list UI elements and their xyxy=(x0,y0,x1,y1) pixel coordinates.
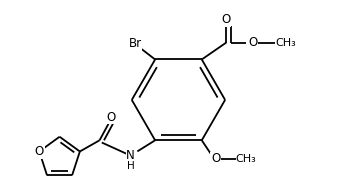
Text: O: O xyxy=(222,13,231,26)
Text: Br: Br xyxy=(128,37,142,50)
Text: CH₃: CH₃ xyxy=(276,38,296,48)
Text: O: O xyxy=(248,36,258,49)
Text: CH₃: CH₃ xyxy=(235,154,256,164)
Text: O: O xyxy=(35,145,44,158)
Text: H: H xyxy=(127,161,135,171)
Text: N: N xyxy=(126,149,135,162)
Text: O: O xyxy=(106,111,115,124)
Text: O: O xyxy=(211,153,220,165)
